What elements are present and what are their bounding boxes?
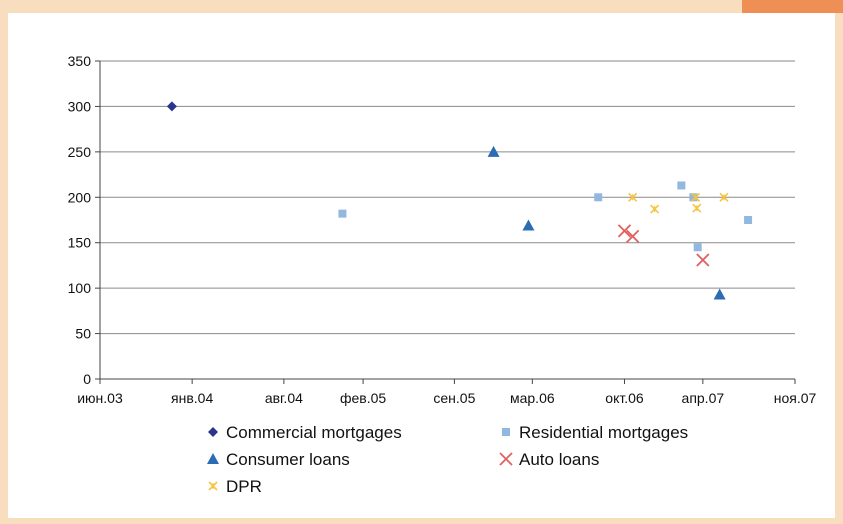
x-tick-label: окт.06	[605, 390, 644, 406]
series-4	[628, 192, 729, 214]
point-square-0	[338, 209, 347, 218]
point-x-1-stroke	[626, 229, 640, 243]
y-tick-label: 300	[68, 98, 92, 114]
x-tick-label: апр.07	[682, 390, 725, 406]
legend-item: Auto loans	[499, 450, 599, 469]
data-points	[166, 101, 753, 300]
point-x-0	[617, 224, 632, 238]
series-2	[487, 145, 726, 300]
legend-marker-star	[208, 481, 218, 491]
legend-marker-x-stroke	[499, 452, 513, 466]
legend-marker-triangle	[207, 453, 219, 464]
point-star-0	[628, 192, 638, 202]
corner-tab	[742, 0, 843, 13]
point-x-1	[626, 229, 640, 243]
point-triangle-2	[713, 288, 726, 300]
y-tick-label: 150	[68, 235, 92, 251]
legend-marker-diamond	[208, 427, 218, 437]
x-tick-label: ноя.07	[774, 390, 817, 406]
y-tick-label: 350	[68, 53, 92, 69]
axes	[95, 60, 796, 384]
point-square-3	[689, 193, 698, 202]
legend-label: Auto loans	[519, 450, 599, 469]
x-tick-label: авг.04	[265, 390, 303, 406]
scatter-chart: 0 50 100 150 200 250 300 350 июн.03 янв.04 авг.04…	[68, 53, 817, 496]
y-tick-label: 0	[83, 371, 91, 387]
y-tick-label: 100	[68, 280, 92, 296]
series-0	[166, 101, 177, 112]
legend-item: Residential mortgages	[502, 423, 688, 442]
legend: Commercial mortgages Residential mortgage…	[207, 423, 688, 496]
legend-label: Residential mortgages	[519, 423, 688, 442]
point-x-2	[696, 253, 710, 267]
legend-label: DPR	[226, 477, 262, 496]
legend-item: Commercial mortgages	[208, 423, 402, 442]
point-square-4	[693, 243, 702, 252]
legend-label: Consumer loans	[226, 450, 350, 469]
point-triangle-1	[522, 219, 535, 231]
chart-frame: 0 50 100 150 200 250 300 350 июн.03 янв.04 авг.04…	[8, 13, 835, 518]
legend-marker-square	[502, 428, 510, 436]
series-1	[338, 181, 753, 252]
point-x-2-stroke	[696, 253, 710, 267]
x-tick-labels: июн.03 янв.04 авг.04 фев.05 сен.05 мар.06 окт.…	[77, 390, 816, 406]
x-tick-label: сен.05	[433, 390, 475, 406]
point-x-0-stroke	[617, 224, 632, 238]
point-star-1	[650, 204, 660, 214]
x-tick-label: янв.04	[171, 390, 213, 406]
point-square-1	[594, 193, 603, 202]
gridlines	[100, 60, 795, 335]
y-tick-label: 50	[75, 326, 91, 342]
legend-marker-x	[499, 452, 513, 466]
point-star-3	[692, 203, 702, 213]
y-tick-label: 200	[68, 189, 92, 205]
legend-label: Commercial mortgages	[226, 423, 402, 442]
y-tick-label: 250	[68, 144, 92, 160]
x-tick-label: фев.05	[340, 390, 386, 406]
point-star-4	[719, 192, 729, 202]
point-star-2	[690, 192, 701, 202]
x-tick-label: мар.06	[510, 390, 555, 406]
y-tick-labels: 0 50 100 150 200 250 300 350	[68, 53, 92, 387]
legend-item: DPR	[208, 477, 262, 496]
point-triangle-0	[487, 145, 500, 157]
x-tick-label: июн.03	[77, 390, 123, 406]
legend-item: Consumer loans	[207, 450, 350, 469]
point-diamond-0	[166, 101, 177, 112]
point-square-2	[677, 181, 686, 190]
series-3	[617, 224, 710, 267]
point-square-5	[744, 216, 753, 224]
